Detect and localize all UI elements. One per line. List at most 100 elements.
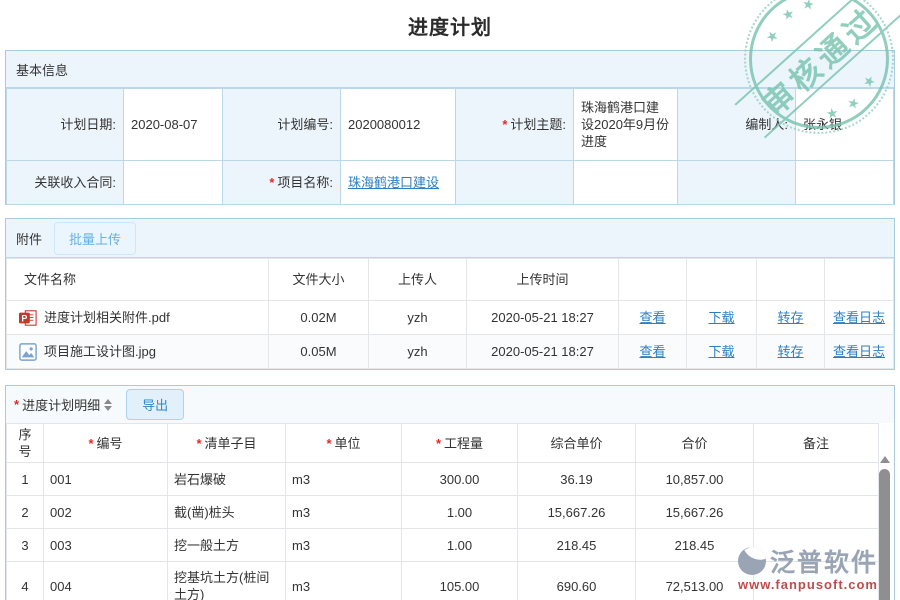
file-upload-time: 2020-05-21 18:27 [466,334,619,369]
file-size: 0.02M [268,300,369,335]
col-header-action [756,258,825,301]
attachments-section: 附件 批量上传 文件名称 文件大小 上传人 上传时间 [5,218,895,370]
transfer-link[interactable]: 转存 [777,344,804,359]
transfer-link[interactable]: 转存 [777,310,804,325]
view-log-link[interactable]: 查看日志 [832,310,885,325]
plan-detail-table: 序号 * 编号 * 清单子目 * 单位 * 工程量 综合单价 合价 备注 1 001 岩… [6,423,879,600]
price: 218.45 [517,528,636,562]
file-upload-time: 2020-05-21 18:27 [466,300,619,335]
col-header-action [824,258,894,301]
attachments-title: 附件 [16,231,43,247]
plan-date-value: 2020-08-07 [123,88,223,161]
unit: m3 [285,462,402,496]
col-header-item: * 清单子目 [167,423,286,463]
seq: 1 [6,462,44,496]
creator-value: 张永银 [795,88,894,161]
vertical-scrollbar[interactable] [878,454,891,600]
remark [753,462,879,496]
plan-detail-section: * 进度计划明细 导出 序号 * 编号 * 清单子目 * 单位 * 工程量 综合单价 合… [5,385,895,600]
total: 15,667.26 [635,495,754,529]
related-contract-value [123,160,223,205]
price: 36.19 [517,462,636,496]
empty-value-cell [795,160,894,205]
vendor-site: www.fanpusoft.com [737,577,878,592]
col-header-unit: * 单位 [285,423,402,463]
plan-date-label: 计划日期: [6,88,124,161]
vendor-watermark: 泛普软件 www.fanpusoft.com [737,543,878,592]
empty-label-cell [677,160,796,205]
seq: 4 [6,561,44,600]
required-marker: * [14,397,20,412]
item: 截(凿)桩头 [167,495,286,529]
detail-row: 4 004 挖基坑土方(桩间土方) m3 105.00 690.60 72,51… [6,561,879,600]
item: 挖一般土方 [167,528,286,562]
plan-detail-toolbar: * 进度计划明细 导出 [6,386,894,423]
creator-label: 编制人: [677,88,796,161]
col-header-action [618,258,687,301]
project-name-link[interactable]: 珠海鹤港口建设 [348,175,440,190]
scroll-up-icon[interactable] [879,456,890,463]
seq: 3 [6,528,44,562]
file-name-text: 进度计划相关附件.pdf [44,310,170,325]
plan-subject-value: 珠海鹤港口建设2020年9月份进度 [573,88,678,161]
col-header-code: * 编号 [43,423,168,463]
qty: 1.00 [401,528,518,562]
total: 72,513.00 [635,561,754,600]
basic-info-table: 计划日期: 2020-08-07 计划编号: 2020080012 * 计划主题:… [6,88,894,205]
export-button[interactable]: 导出 [126,389,185,420]
page-title: 进度计划 [408,17,492,39]
basic-info-section: 基本信息 计划日期: 2020-08-07 计划编号: 2020080012 *… [5,50,895,205]
vendor-logo-icon [737,547,766,575]
unit: m3 [285,561,402,600]
col-header-price: 综合单价 [517,423,636,463]
related-contract-label: 关联收入合同: [6,160,124,205]
vendor-brand: 泛普软件 [769,549,878,577]
price: 690.60 [517,561,636,600]
batch-upload-button[interactable]: 批量上传 [54,221,137,255]
project-name-label: * 项目名称: [222,160,341,205]
file-uploader: yzh [368,334,467,369]
attachments-header: 附件 批量上传 [6,219,894,258]
col-header-file-size: 文件大小 [268,258,369,301]
col-header-file-name: 文件名称 [6,258,269,301]
svg-text:P: P [21,313,27,323]
code: 004 [43,561,168,600]
col-header-upload-time: 上传时间 [466,258,619,301]
qty: 1.00 [401,495,518,529]
attachments-table: 文件名称 文件大小 上传人 上传时间 P 进度计划相关附件.pdf 0.02M [6,258,894,369]
price: 15,667.26 [517,495,636,529]
total: 10,857.00 [635,462,754,496]
remark [753,561,879,600]
seq: 2 [6,495,44,529]
required-marker: * [502,117,508,132]
view-link[interactable]: 查看 [639,310,666,325]
view-link[interactable]: 查看 [639,344,666,359]
view-log-link[interactable]: 查看日志 [832,344,885,359]
qty: 105.00 [401,561,518,600]
plan-no-value: 2020080012 [340,88,456,161]
plan-no-label: 计划编号: [222,88,341,161]
col-header-remark: 备注 [753,423,879,463]
attachment-row: P 进度计划相关附件.pdf 0.02M yzh 2020-05-21 18:2… [6,300,894,335]
sort-toggle-icon[interactable] [104,398,113,411]
detail-row: 2 002 截(凿)桩头 m3 1.00 15,667.26 15,667.26 [6,495,879,529]
col-header-seq: 序号 [6,423,44,463]
plan-detail-title: 进度计划明细 [22,398,101,413]
download-link[interactable]: 下载 [708,344,735,359]
qty: 300.00 [401,462,518,496]
attachment-row: 项目施工设计图.jpg 0.05M yzh 2020-05-21 18:27 查… [6,334,894,369]
code: 001 [43,462,168,496]
col-header-action [686,258,757,301]
project-name-cell: 珠海鹤港口建设 [340,160,456,205]
col-header-qty: * 工程量 [401,423,518,463]
file-uploader: yzh [368,300,467,335]
empty-value-cell [573,160,678,205]
scrollbar-thumb[interactable] [879,469,890,600]
required-marker: * [269,175,275,190]
remark [753,495,879,529]
total: 218.45 [635,528,754,562]
download-link[interactable]: 下载 [708,310,735,325]
basic-info-header: 基本信息 [6,51,894,88]
file-size: 0.05M [268,334,369,369]
basic-info-title: 基本信息 [16,62,69,78]
